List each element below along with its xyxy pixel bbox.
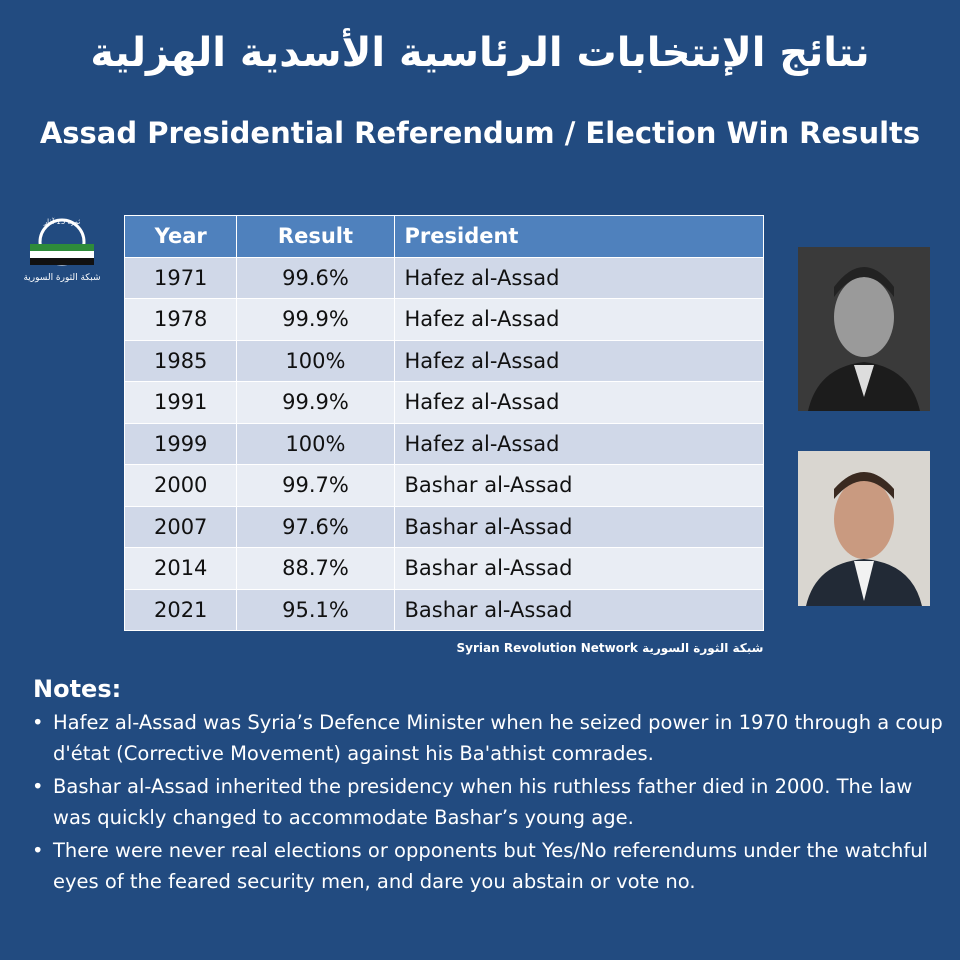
table-cell: Hafez al-Assad: [393, 422, 765, 465]
table-cell: Bashar al-Assad: [393, 505, 765, 548]
results-table: Year Result President 1971 99.6% Hafez al-Ass…: [123, 215, 765, 631]
table-cell: 1991: [123, 381, 238, 424]
table-row: 1985 100% Hafez al-Assad: [123, 339, 765, 382]
table-cell: Hafez al-Assad: [393, 381, 765, 424]
note-item: Hafez al-Assad was Syria’s Defence Minis…: [30, 707, 950, 769]
table-cell: Bashar al-Assad: [393, 547, 765, 590]
table-cell: 99.7%: [236, 464, 395, 507]
table-row: 1999 100% Hafez al-Assad: [123, 422, 765, 465]
table-row: 2014 88.7% Bashar al-Assad: [123, 547, 765, 590]
notes-title: Notes:: [33, 675, 122, 703]
table-cell: Hafez al-Assad: [393, 298, 765, 341]
table-row: 2000 99.7% Bashar al-Assad: [123, 464, 765, 507]
table-cell: 1971: [123, 256, 238, 299]
table-cell: 99.9%: [236, 298, 395, 341]
column-header: President: [393, 215, 765, 258]
table-cell: 100%: [236, 422, 395, 465]
table-cell: Bashar al-Assad: [393, 464, 765, 507]
column-header: Year: [123, 215, 238, 258]
column-header: Result: [236, 215, 395, 258]
table-cell: 2021: [123, 588, 238, 631]
table-row: 1978 99.9% Hafez al-Assad: [123, 298, 765, 341]
table-cell: Hafez al-Assad: [393, 339, 765, 382]
source: Syrian Revolution Network شبكة الثورة ال…: [456, 641, 764, 655]
table-cell: 99.6%: [236, 256, 395, 299]
logo-top: ثورة 15 آذار: [43, 217, 80, 226]
table-cell: 95.1%: [236, 588, 395, 631]
title-arabic: نتائج الإنتخابات الرئاسية الأسدية الهزلي…: [90, 30, 870, 76]
table-cell: 99.9%: [236, 381, 395, 424]
table-row: 1971 99.6% Hafez al-Assad: [123, 256, 765, 299]
photo-hafez: [798, 247, 930, 411]
table-row: 1991 99.9% Hafez al-Assad: [123, 381, 765, 424]
table-row: 2021 95.1% Bashar al-Assad: [123, 588, 765, 631]
table-cell: 1985: [123, 339, 238, 382]
table-cell: 2007: [123, 505, 238, 548]
logo-caption: شبكة الثورة السورية: [23, 273, 100, 283]
table-row: 2007 97.6% Bashar al-Assad: [123, 505, 765, 548]
note-item: Bashar al-Assad inherited the presidency…: [30, 771, 950, 833]
title-english: Assad Presidential Referendum / Election…: [39, 116, 921, 150]
photo-bashar: [798, 451, 930, 606]
table-cell: 2000: [123, 464, 238, 507]
logo: ثورة 15 آذار شبكة الثورة السورية: [23, 217, 100, 283]
table-cell: 100%: [236, 339, 395, 382]
table-cell: Bashar al-Assad: [393, 588, 765, 631]
table-cell: 2014: [123, 547, 238, 590]
table-cell: 97.6%: [236, 505, 395, 548]
note-item: There were never real elections or oppon…: [30, 835, 950, 897]
table-cell: 1978: [123, 298, 238, 341]
table-cell: 88.7%: [236, 547, 395, 590]
table-cell: 1999: [123, 422, 238, 465]
notes-list: Hafez al-Assad was Syria’s Defence Minis…: [30, 707, 950, 899]
table-cell: Hafez al-Assad: [393, 256, 765, 299]
